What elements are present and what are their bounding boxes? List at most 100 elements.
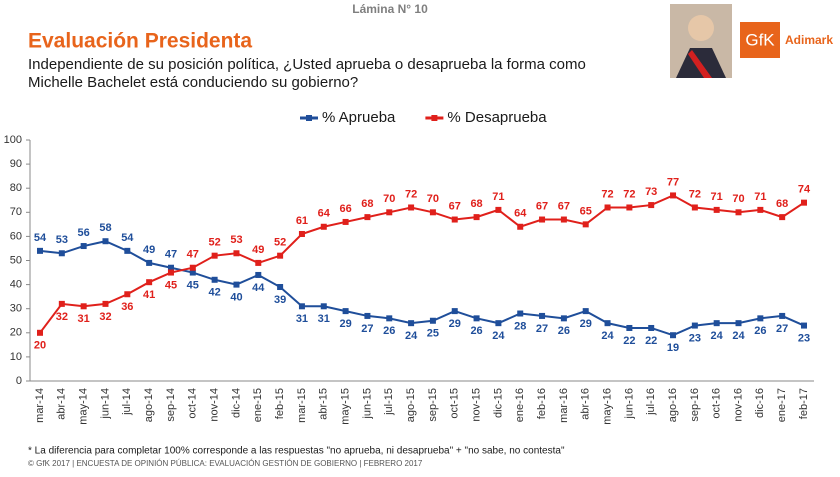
y-tick-label: 70 bbox=[10, 206, 22, 218]
x-tick-label: dic-14 bbox=[230, 388, 242, 418]
point bbox=[233, 281, 240, 288]
data-label: 74 bbox=[798, 184, 811, 196]
y-tick-label: 20 bbox=[10, 327, 22, 339]
point bbox=[779, 312, 786, 319]
point bbox=[582, 308, 589, 315]
y-tick-label: 0 bbox=[16, 375, 22, 387]
point bbox=[408, 204, 415, 211]
point bbox=[189, 269, 196, 276]
data-label: 26 bbox=[558, 325, 570, 337]
data-label: 26 bbox=[470, 325, 482, 337]
point bbox=[473, 214, 480, 221]
point bbox=[473, 315, 480, 322]
point bbox=[37, 247, 43, 254]
x-tick-label: ago-15 bbox=[405, 388, 417, 422]
data-label: 49 bbox=[143, 244, 155, 256]
point bbox=[517, 310, 524, 317]
data-label: 71 bbox=[754, 191, 766, 203]
data-label: 68 bbox=[361, 198, 373, 210]
portrait-sash bbox=[688, 50, 712, 78]
data-label: 27 bbox=[361, 323, 373, 335]
title: Evaluación Presidenta bbox=[28, 30, 252, 53]
x-tick-label: jun-15 bbox=[361, 388, 373, 420]
portrait-face bbox=[688, 15, 714, 41]
point bbox=[670, 192, 677, 199]
data-label: 70 bbox=[732, 193, 744, 205]
legend-marker bbox=[431, 115, 438, 121]
data-label: 29 bbox=[449, 318, 461, 330]
point bbox=[560, 216, 567, 223]
point bbox=[58, 300, 65, 307]
y-tick-label: 10 bbox=[10, 351, 22, 363]
data-label: 22 bbox=[623, 335, 635, 347]
subtitle-line: Independiente de su posición política, ¿… bbox=[28, 56, 586, 73]
point bbox=[255, 259, 262, 266]
point bbox=[386, 315, 393, 322]
y-tick-label: 80 bbox=[10, 182, 22, 194]
data-label: 45 bbox=[165, 279, 177, 291]
point bbox=[451, 308, 458, 315]
point bbox=[211, 276, 218, 283]
point bbox=[58, 250, 65, 257]
x-tick-label: abr-14 bbox=[56, 388, 68, 420]
point bbox=[342, 218, 349, 225]
point bbox=[233, 250, 240, 257]
logo-partner: Adimark bbox=[785, 33, 833, 47]
x-tick-label: abr-15 bbox=[318, 388, 330, 420]
data-label: 47 bbox=[165, 249, 177, 261]
point bbox=[801, 199, 807, 206]
data-label: 27 bbox=[776, 323, 788, 335]
point bbox=[124, 291, 131, 298]
x-tick-label: jul-15 bbox=[383, 388, 395, 416]
point bbox=[757, 206, 764, 213]
point bbox=[517, 223, 524, 230]
data-label: 64 bbox=[514, 208, 527, 220]
data-label: 73 bbox=[645, 186, 657, 198]
data-label: 72 bbox=[601, 188, 613, 200]
data-label: 54 bbox=[121, 232, 134, 244]
data-label: 49 bbox=[252, 244, 264, 256]
data-label: 65 bbox=[580, 205, 592, 217]
point bbox=[560, 315, 567, 322]
point bbox=[604, 320, 611, 327]
point bbox=[648, 324, 655, 331]
x-tick-label: oct-14 bbox=[187, 388, 199, 419]
point bbox=[735, 320, 742, 327]
data-label: 67 bbox=[449, 200, 461, 212]
x-tick-label: abr-16 bbox=[580, 388, 592, 420]
point bbox=[320, 223, 327, 230]
data-label: 24 bbox=[732, 330, 745, 342]
data-label: 56 bbox=[78, 227, 90, 239]
x-tick-label: sep-15 bbox=[427, 388, 439, 422]
y-tick-label: 30 bbox=[10, 303, 22, 315]
data-label: 58 bbox=[99, 222, 111, 234]
x-tick-label: sep-16 bbox=[689, 388, 701, 422]
x-tick-label: ene-16 bbox=[514, 388, 526, 422]
data-label: 27 bbox=[536, 323, 548, 335]
legend-marker bbox=[306, 115, 312, 121]
data-label: 68 bbox=[776, 198, 788, 210]
point bbox=[626, 324, 633, 331]
point bbox=[386, 209, 393, 216]
point bbox=[495, 206, 502, 213]
point bbox=[146, 259, 153, 266]
data-label: 70 bbox=[383, 193, 395, 205]
data-label: 67 bbox=[558, 200, 570, 212]
x-tick-label: mar-15 bbox=[296, 388, 308, 423]
data-label: 42 bbox=[209, 287, 221, 299]
data-label: 36 bbox=[121, 301, 133, 313]
point bbox=[408, 320, 415, 327]
y-tick-label: 50 bbox=[10, 254, 22, 266]
x-tick-label: oct-16 bbox=[711, 388, 723, 419]
x-tick-label: sep-14 bbox=[165, 388, 177, 422]
data-label: 24 bbox=[492, 330, 505, 342]
data-label: 61 bbox=[296, 215, 308, 227]
point bbox=[735, 209, 742, 216]
data-label: 71 bbox=[492, 191, 504, 203]
point bbox=[364, 214, 371, 221]
point bbox=[648, 202, 655, 209]
x-tick-label: ago-16 bbox=[667, 388, 679, 422]
y-tick-label: 100 bbox=[4, 134, 22, 146]
point bbox=[757, 315, 764, 322]
logo-brand: GfK bbox=[745, 30, 775, 49]
